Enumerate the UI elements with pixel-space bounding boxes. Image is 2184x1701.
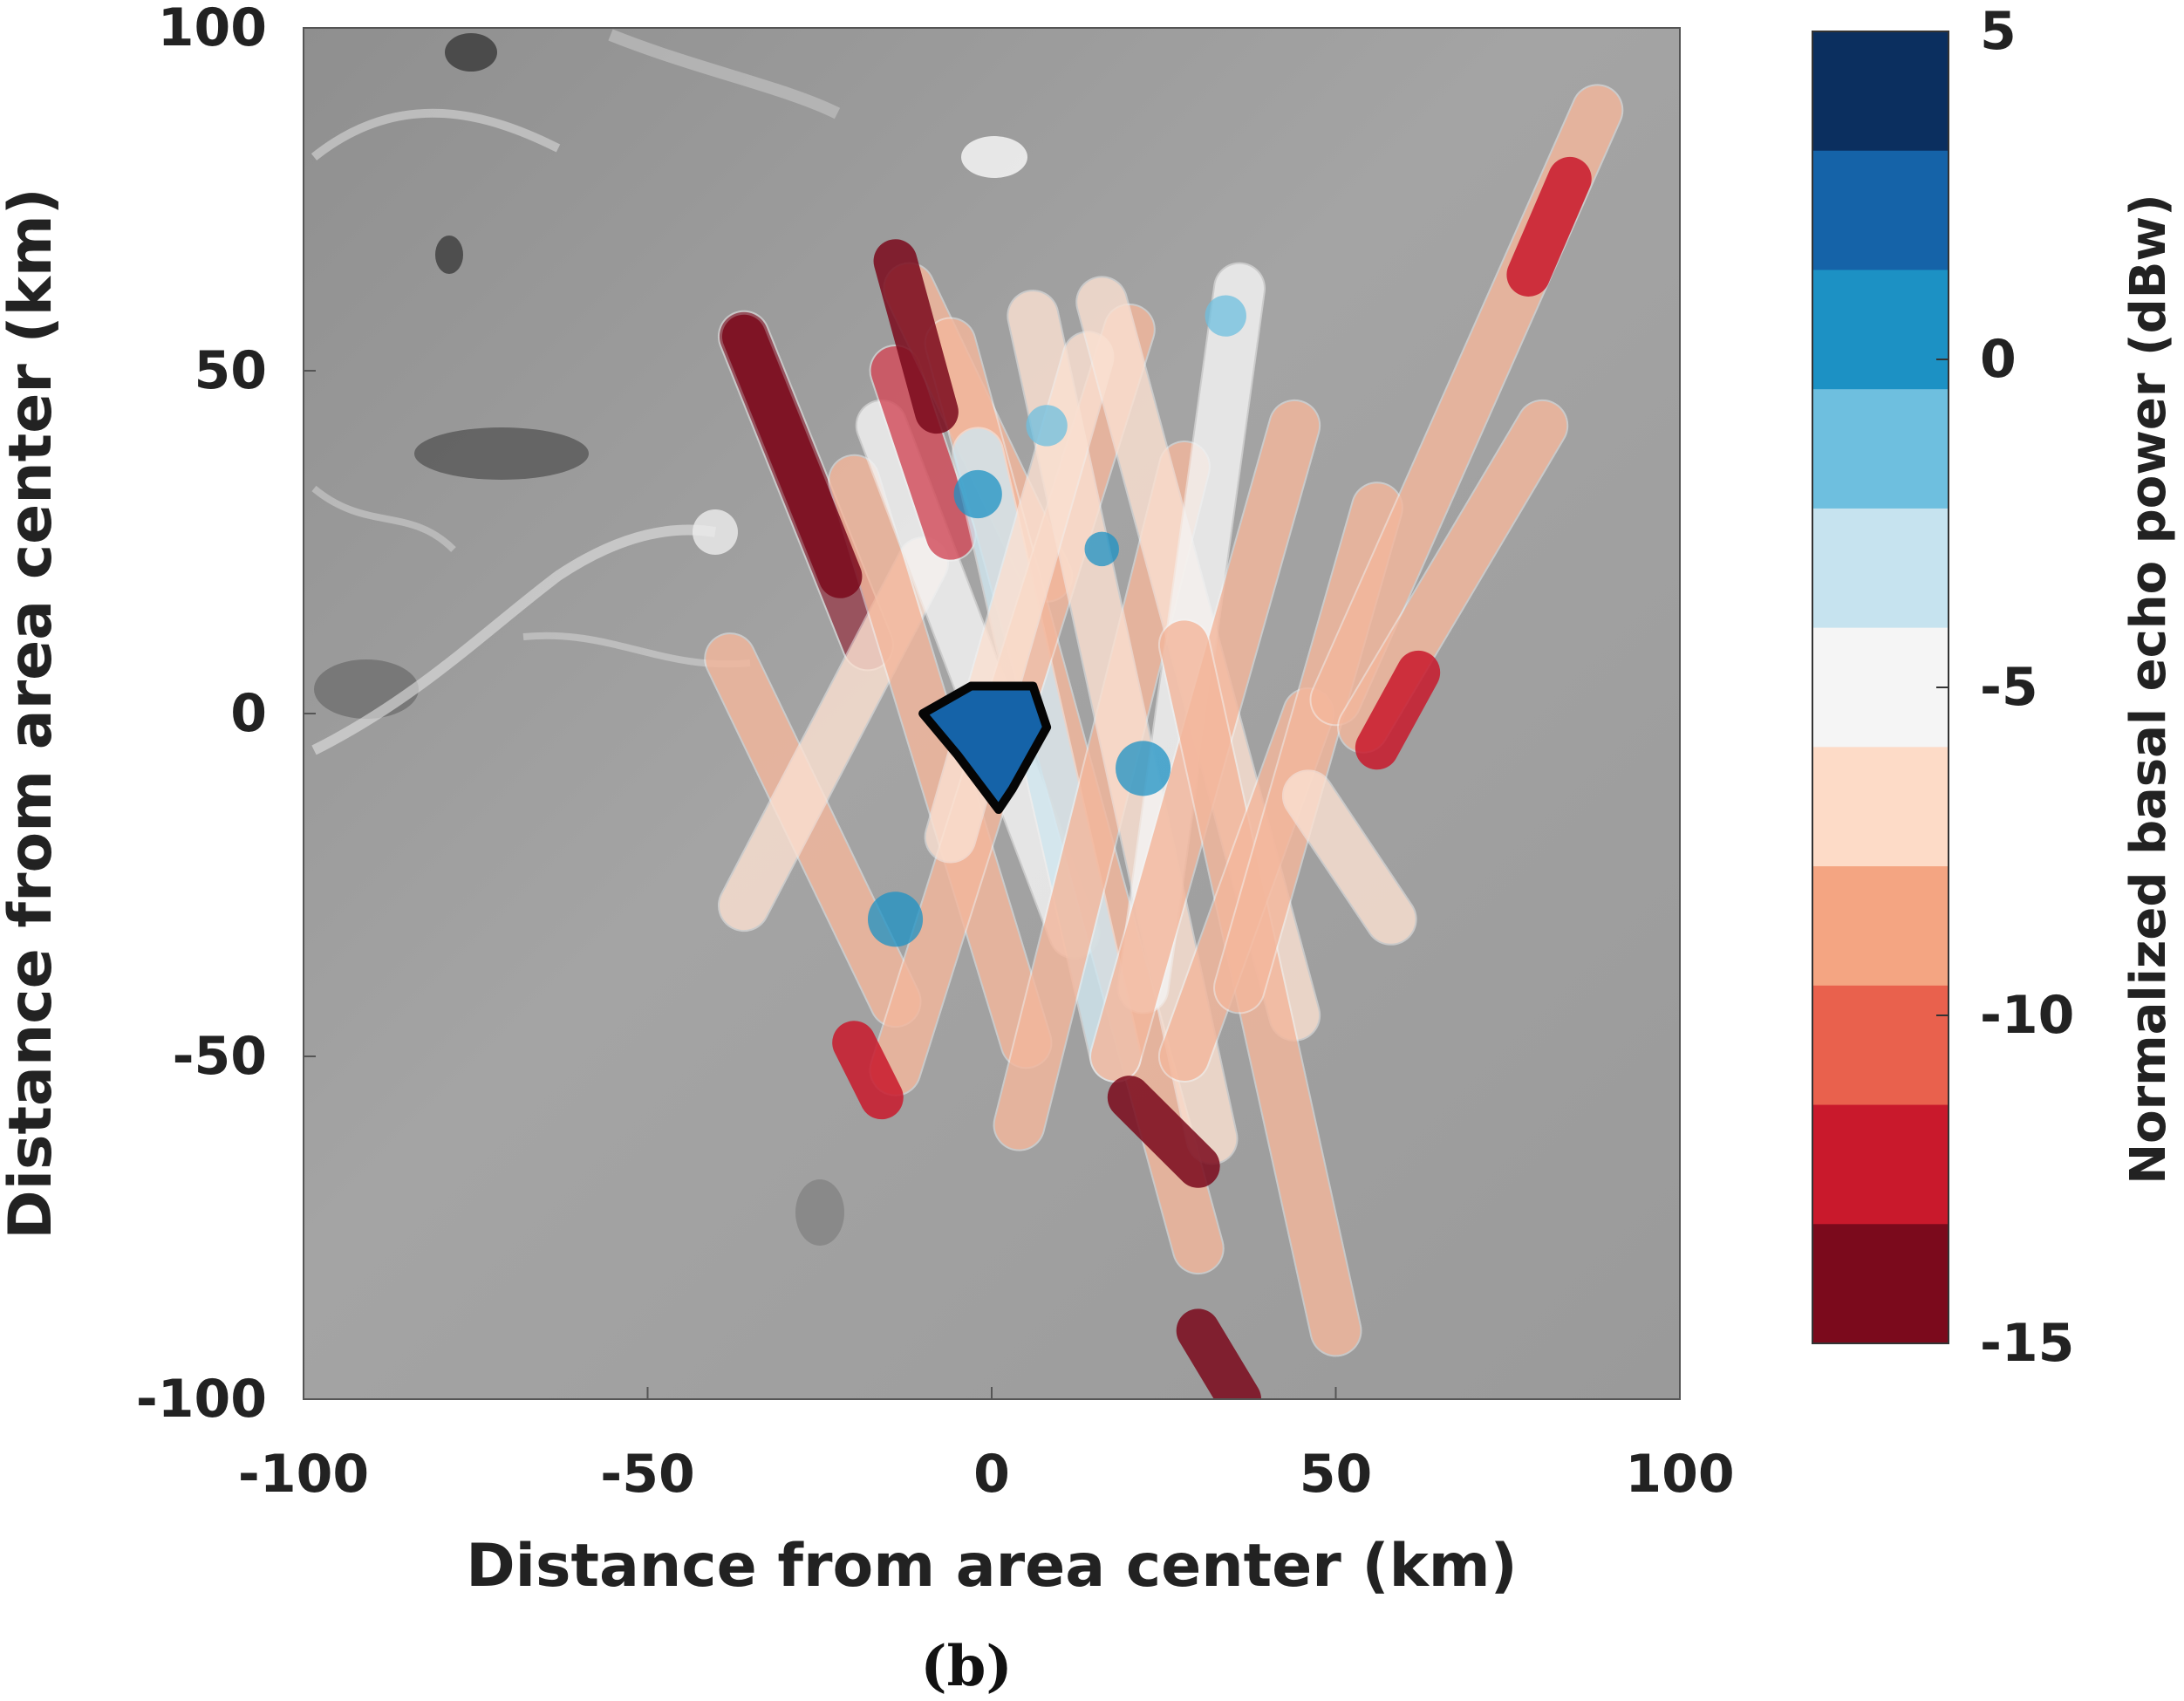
colorbar-label: Normalized basal echo power (dBw) [2120, 194, 2177, 1184]
y-tick-label: 0 [230, 683, 267, 744]
radar-track-segment [721, 314, 863, 598]
y-axis-label: Distance from area center (km) [0, 188, 65, 1240]
colorbar-segment [1812, 31, 1949, 152]
colorbar-segment [1812, 389, 1949, 509]
terrain-ridge [311, 524, 716, 755]
colorbar-segment [1812, 150, 1949, 270]
colorbar-segment [1812, 508, 1949, 629]
reflectivity-patch [1116, 741, 1171, 796]
x-tick-label: 100 [1625, 1444, 1734, 1505]
terrain-dark-spot [414, 427, 589, 480]
radar-track [953, 428, 1141, 1081]
radar-tracks-overlay [721, 156, 1592, 1399]
terrain-dark-spot [314, 659, 419, 719]
terrain-ridge [608, 29, 841, 120]
terrain-ridge [311, 485, 456, 552]
radar-track-segment [873, 239, 959, 434]
colorbar-segment [1812, 1104, 1949, 1225]
colorbar-segment [1812, 866, 1949, 987]
colorbar-tick-label: -15 [1980, 1313, 2074, 1374]
x-tick-label: -50 [600, 1444, 694, 1505]
x-tick-label: -100 [238, 1444, 369, 1505]
reflectivity-patch [867, 891, 924, 947]
colorbar-tick-label: -10 [1980, 985, 2074, 1046]
y-tick-label: 50 [195, 340, 268, 401]
high-reflectivity-patches [867, 295, 1246, 947]
terrain-dark-spot [795, 1179, 844, 1246]
colorbar-segment [1812, 627, 1949, 748]
radar-track-segment [832, 1021, 904, 1120]
radar-track [829, 455, 1051, 1068]
terrain-ridge [311, 108, 561, 161]
reflectivity-patch [1026, 405, 1068, 447]
radar-track-segment [1176, 1308, 1262, 1399]
colorbar-ticks: 5 0 -5 -10 -15 [1936, 1, 2074, 1374]
colorbar-segment [1812, 985, 1949, 1106]
radar-track-segment [1355, 650, 1441, 770]
y-axis-ticks: 100 50 0 -50 -100 [136, 0, 316, 1430]
radar-track [1283, 771, 1416, 944]
y-tick-label: -100 [136, 1369, 267, 1430]
terrain-features [311, 29, 1027, 1246]
x-tick-label: 50 [1300, 1444, 1373, 1505]
colorbar-segment [1812, 1224, 1949, 1344]
colorbar-tick-label: 5 [1980, 1, 2017, 62]
colorbar-tick-label: 0 [1980, 329, 2017, 390]
colorbar-segment [1812, 270, 1949, 390]
reflectivity-patch [953, 469, 1002, 519]
subglacial-lake-outline [918, 681, 1052, 815]
terrain-bright-spot [693, 509, 738, 555]
x-axis-ticks: -100 -50 0 50 100 [238, 1387, 1735, 1505]
y-tick-label: 100 [158, 0, 267, 58]
x-axis-label: Distance from area center (km) [466, 1532, 1518, 1601]
reflectivity-patch [1205, 295, 1246, 337]
plot-area [303, 27, 1681, 1400]
radar-track [1215, 483, 1402, 1013]
terrain-bright-spot [961, 136, 1027, 178]
radar-track-segment [1107, 1076, 1220, 1188]
colorbar-segment [1812, 747, 1949, 867]
colorbar: 5 0 -5 -10 -15 Normalized basal echo power (… [1812, 1, 2177, 1374]
colorbar-tick-label: -5 [1980, 657, 2038, 718]
terrain-dark-spot [445, 33, 497, 72]
reflectivity-patch [1084, 531, 1119, 567]
radar-track [870, 346, 975, 560]
y-tick-label: -50 [173, 1026, 267, 1087]
panel-label: (b) [920, 1634, 1012, 1699]
colorbar-segments [1812, 31, 1949, 1344]
x-tick-label: 0 [973, 1444, 1010, 1505]
radar-track-segment [1506, 156, 1592, 297]
terrain-dark-spot [435, 236, 463, 274]
